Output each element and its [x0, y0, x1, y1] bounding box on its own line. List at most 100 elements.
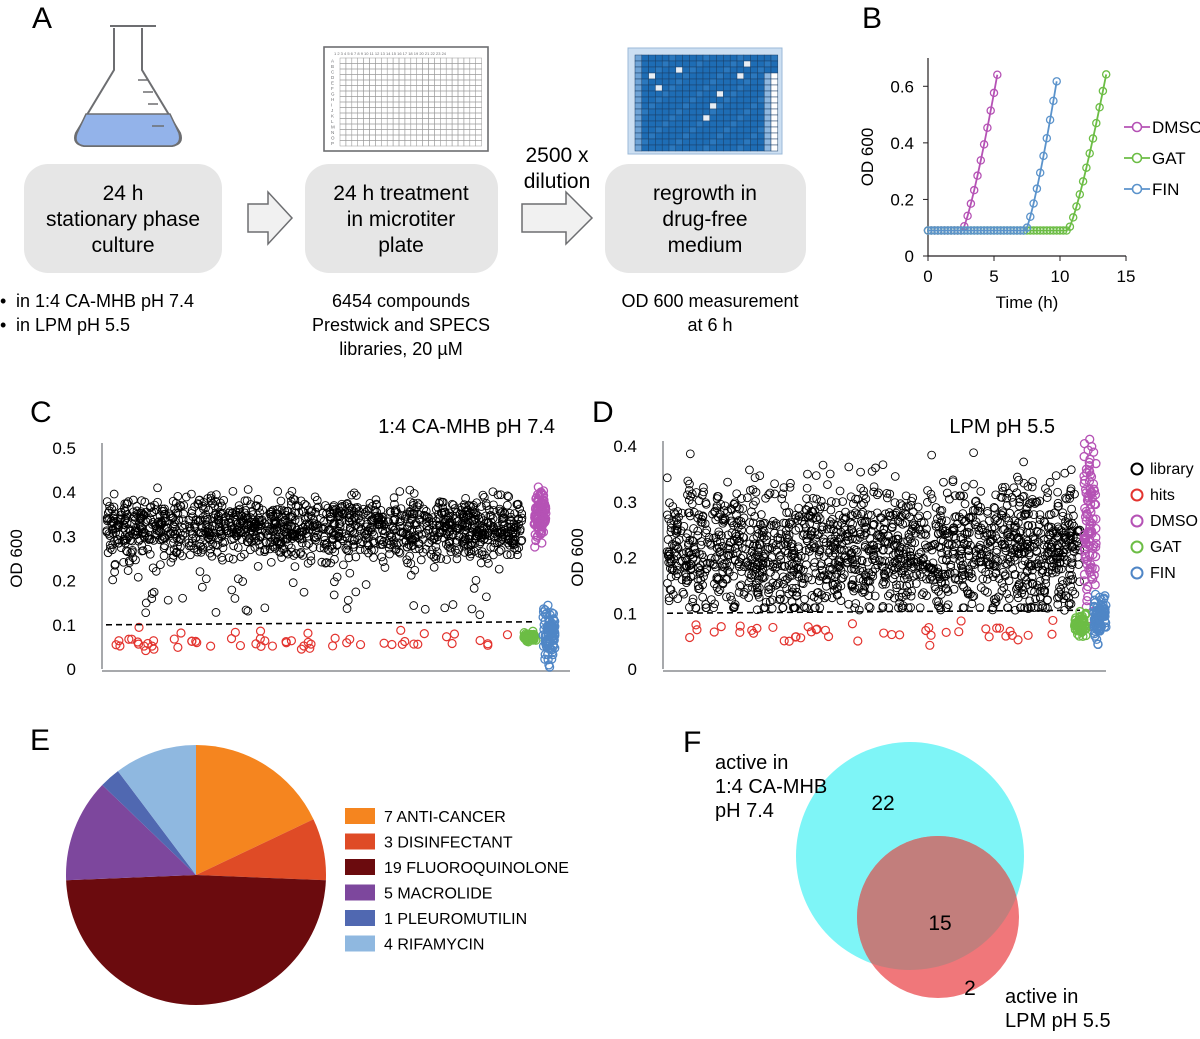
library-point [803, 512, 813, 522]
legend-label: 1 PLEUROMUTILIN [384, 911, 527, 928]
library-point [434, 509, 443, 519]
library-point [860, 516, 870, 526]
plate-well [695, 138, 704, 146]
library-point [752, 605, 762, 615]
pie-slice-anti-cancer [196, 745, 314, 875]
library-point [696, 575, 706, 585]
plate-well [668, 60, 677, 68]
hit-point [984, 632, 994, 642]
plate-well [634, 96, 643, 104]
library-point [471, 575, 481, 585]
plate-well [763, 114, 772, 122]
library-point [403, 558, 412, 568]
library-point [768, 516, 778, 526]
library-point [280, 524, 289, 534]
library-point [1005, 594, 1014, 603]
library-point [264, 526, 274, 535]
box-culture-line-1: 24 h [103, 182, 144, 205]
plate-row-label: O [331, 136, 335, 141]
library-point [461, 525, 471, 535]
x-axis-label: Time (h) [996, 293, 1059, 312]
library-point [720, 515, 730, 525]
plate-well [634, 120, 643, 128]
library-point [137, 541, 147, 550]
library-point [982, 574, 992, 584]
library-point [1028, 477, 1037, 486]
library-point [234, 524, 244, 534]
library-point [119, 557, 128, 567]
data-point-dmso [966, 199, 976, 208]
library-point [857, 556, 867, 566]
library-point [163, 523, 172, 533]
library-point [1066, 465, 1076, 474]
plate-well [695, 78, 704, 86]
arrow-right-icon [521, 190, 594, 246]
library-point [260, 545, 270, 555]
plate-well [716, 72, 724, 80]
plate-well [709, 78, 717, 86]
control-point-dmso [1085, 484, 1095, 495]
library-point [124, 497, 133, 506]
data-point-dmso [973, 171, 982, 180]
library-point [471, 531, 481, 541]
library-point [1032, 547, 1042, 557]
data-point-gat [1075, 190, 1085, 199]
plate-well [743, 54, 751, 62]
library-point [977, 549, 987, 559]
library-point [948, 477, 958, 487]
library-point [517, 535, 527, 545]
plate-well [757, 108, 765, 116]
library-point [1034, 537, 1043, 547]
library-point [434, 514, 443, 523]
plate-well [641, 60, 649, 68]
library-point [349, 488, 359, 498]
library-point [807, 542, 816, 551]
library-point [825, 520, 835, 529]
y-tick-label: 0.5 [52, 439, 76, 458]
library-point [836, 545, 846, 555]
library-point [409, 489, 419, 498]
library-point [767, 543, 777, 552]
library-point [352, 491, 361, 500]
y-tick-label: 0.4 [613, 437, 637, 456]
library-point [698, 580, 707, 590]
library-point [210, 501, 220, 511]
plate-well [655, 66, 663, 74]
library-point [1003, 530, 1012, 540]
library-point [270, 519, 280, 529]
library-point [849, 544, 859, 554]
hit-point [235, 640, 246, 651]
library-point [468, 502, 478, 512]
library-point [1021, 505, 1031, 514]
library-point [1063, 577, 1072, 586]
plate-well [702, 120, 711, 128]
pie-slice-disinfectant [196, 819, 326, 881]
library-point [771, 581, 780, 590]
library-point [395, 517, 405, 527]
plate-well [682, 138, 690, 146]
library-point [377, 520, 387, 529]
library-point [432, 535, 442, 545]
library-point [184, 522, 194, 531]
library-point [1036, 528, 1046, 538]
library-point [355, 545, 365, 554]
library-point [1041, 575, 1050, 584]
hit-point [397, 639, 407, 649]
plate-well [750, 66, 758, 74]
data-point-dmso [979, 140, 989, 149]
plate-well [641, 114, 649, 122]
plate-well [661, 60, 670, 68]
legend-label-hits: hits [1150, 487, 1175, 504]
library-point [758, 573, 768, 583]
plate-well [634, 126, 643, 134]
library-point [1035, 510, 1045, 519]
library-point [444, 518, 454, 527]
library-point [247, 523, 257, 532]
library-point [913, 502, 923, 512]
y-tick-label: 0.3 [52, 527, 76, 546]
data-point-fin [1029, 199, 1038, 208]
library-point [422, 512, 432, 522]
plate-well [729, 72, 738, 80]
library-point [389, 539, 398, 549]
library-point [410, 506, 419, 516]
